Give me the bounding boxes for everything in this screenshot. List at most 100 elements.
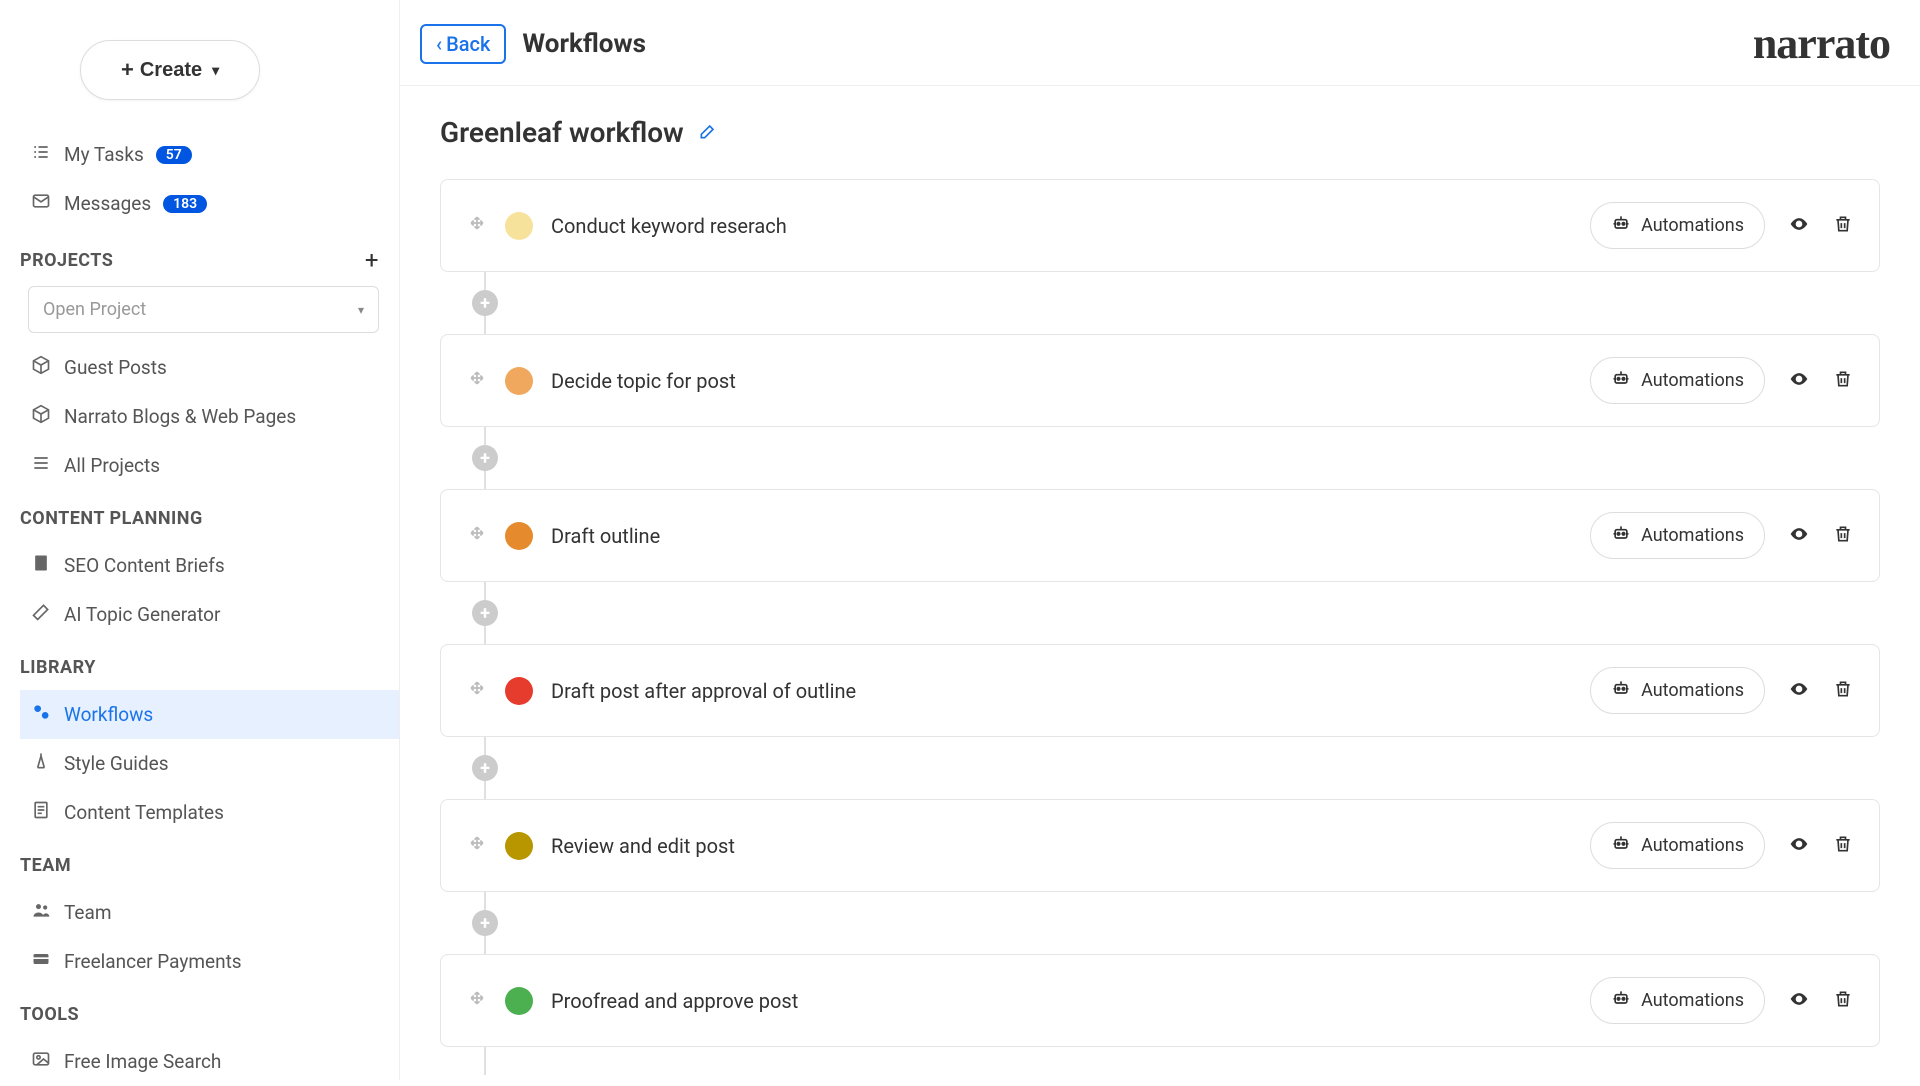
step-left: Decide topic for post (467, 367, 736, 395)
nav-seo-briefs[interactable]: SEO Content Briefs (20, 541, 399, 590)
back-button[interactable]: ‹ Back (420, 24, 506, 64)
back-label: Back (446, 32, 490, 56)
create-button[interactable]: + Create ▾ (80, 40, 260, 100)
eye-icon[interactable] (1789, 989, 1809, 1013)
robot-icon (1611, 988, 1631, 1013)
step-left: Conduct keyword reserach (467, 212, 787, 240)
drag-handle-icon[interactable] (467, 833, 487, 858)
nav-label: Style Guides (64, 752, 169, 775)
open-project-placeholder: Open Project (43, 299, 146, 320)
add-step-icon[interactable]: + (472, 600, 498, 626)
connector-tail (472, 1047, 1880, 1075)
trash-icon[interactable] (1833, 369, 1853, 393)
step-actions: Automations (1590, 202, 1853, 249)
topbar-left: ‹ Back Workflows (420, 24, 646, 64)
add-step-icon[interactable]: + (472, 445, 498, 471)
team-header-label: TEAM (20, 855, 71, 876)
workflow-step: Conduct keyword reserach Automations (440, 179, 1880, 272)
project-all-projects[interactable]: All Projects (20, 441, 399, 490)
workflow-step: Draft outline Automations (440, 489, 1880, 582)
trash-icon[interactable] (1833, 214, 1853, 238)
create-label: Create (140, 59, 202, 82)
brand-logo: narrato (1753, 18, 1890, 69)
workflow-step: Proofread and approve post Automations (440, 954, 1880, 1047)
workflow-step: Draft post after approval of outline Aut… (440, 644, 1880, 737)
add-step-icon[interactable]: + (472, 290, 498, 316)
workflow-title-row: Greenleaf workflow (440, 116, 1880, 149)
add-project-icon[interactable]: + (365, 246, 379, 274)
trash-icon[interactable] (1833, 989, 1853, 1013)
eye-icon[interactable] (1789, 834, 1809, 858)
my-tasks-count: 57 (156, 146, 192, 164)
step-label: Draft outline (551, 524, 660, 548)
eye-icon[interactable] (1789, 524, 1809, 548)
chevron-left-icon: ‹ (436, 32, 442, 56)
add-step-icon[interactable]: + (472, 755, 498, 781)
add-step-icon[interactable]: + (472, 910, 498, 936)
automations-label: Automations (1641, 215, 1744, 236)
automations-button[interactable]: Automations (1590, 357, 1765, 404)
connector: + (472, 582, 1880, 644)
automations-button[interactable]: Automations (1590, 202, 1765, 249)
page-title: Workflows (522, 29, 646, 59)
drag-handle-icon[interactable] (467, 368, 487, 393)
nav-messages[interactable]: Messages 183 (20, 179, 399, 228)
robot-icon (1611, 523, 1631, 548)
drag-handle-icon[interactable] (467, 523, 487, 548)
drag-handle-icon[interactable] (467, 988, 487, 1013)
cogs-icon (30, 702, 52, 727)
eye-icon[interactable] (1789, 214, 1809, 238)
connector: + (472, 892, 1880, 954)
document-icon (30, 553, 52, 578)
eye-icon[interactable] (1789, 679, 1809, 703)
nav-team[interactable]: Team (20, 888, 399, 937)
main: ‹ Back Workflows narrato Greenleaf workf… (400, 0, 1920, 1080)
automations-label: Automations (1641, 835, 1744, 856)
nav-workflows[interactable]: Workflows (20, 690, 399, 739)
wand-icon (30, 602, 52, 627)
automations-button[interactable]: Automations (1590, 822, 1765, 869)
nav-my-tasks[interactable]: My Tasks 57 (20, 130, 399, 179)
connector: + (472, 272, 1880, 334)
automations-button[interactable]: Automations (1590, 977, 1765, 1024)
nav-freelancer-payments[interactable]: Freelancer Payments (20, 937, 399, 986)
cube-icon (30, 404, 52, 429)
edit-icon[interactable] (698, 121, 718, 145)
nav-label: Team (64, 901, 112, 924)
project-narrato-blogs[interactable]: Narrato Blogs & Web Pages (20, 392, 399, 441)
messages-count: 183 (163, 195, 207, 213)
trash-icon[interactable] (1833, 679, 1853, 703)
users-icon (30, 900, 52, 925)
automations-button[interactable]: Automations (1590, 667, 1765, 714)
step-color-dot (505, 212, 533, 240)
template-icon (30, 800, 52, 825)
open-project-select[interactable]: Open Project ▾ (28, 286, 379, 333)
sidebar: + Create ▾ My Tasks 57 Messages 183 PROJ… (0, 0, 400, 1080)
nav-style-guides[interactable]: Style Guides (20, 739, 399, 788)
robot-icon (1611, 833, 1631, 858)
drag-handle-icon[interactable] (467, 678, 487, 703)
step-label: Decide topic for post (551, 369, 736, 393)
tools-header-label: TOOLS (20, 1004, 79, 1025)
eye-icon[interactable] (1789, 369, 1809, 393)
drag-handle-icon[interactable] (467, 213, 487, 238)
credit-card-icon (30, 949, 52, 974)
messages-label: Messages (64, 192, 151, 215)
nav-label: Content Templates (64, 801, 224, 824)
step-label: Review and edit post (551, 834, 735, 858)
library-header: LIBRARY (20, 639, 399, 690)
automations-button[interactable]: Automations (1590, 512, 1765, 559)
connector: + (472, 427, 1880, 489)
nav-label: Free Image Search (64, 1050, 221, 1073)
nav-ai-topic-generator[interactable]: AI Topic Generator (20, 590, 399, 639)
trash-icon[interactable] (1833, 834, 1853, 858)
trash-icon[interactable] (1833, 524, 1853, 548)
step-left: Draft post after approval of outline (467, 677, 856, 705)
nav-free-image-search[interactable]: Free Image Search (20, 1037, 399, 1086)
step-actions: Automations (1590, 512, 1853, 559)
project-guest-posts[interactable]: Guest Posts (20, 343, 399, 392)
step-left: Review and edit post (467, 832, 735, 860)
step-left: Draft outline (467, 522, 660, 550)
nav-content-templates[interactable]: Content Templates (20, 788, 399, 837)
projects-header-label: PROJECTS (20, 250, 113, 271)
